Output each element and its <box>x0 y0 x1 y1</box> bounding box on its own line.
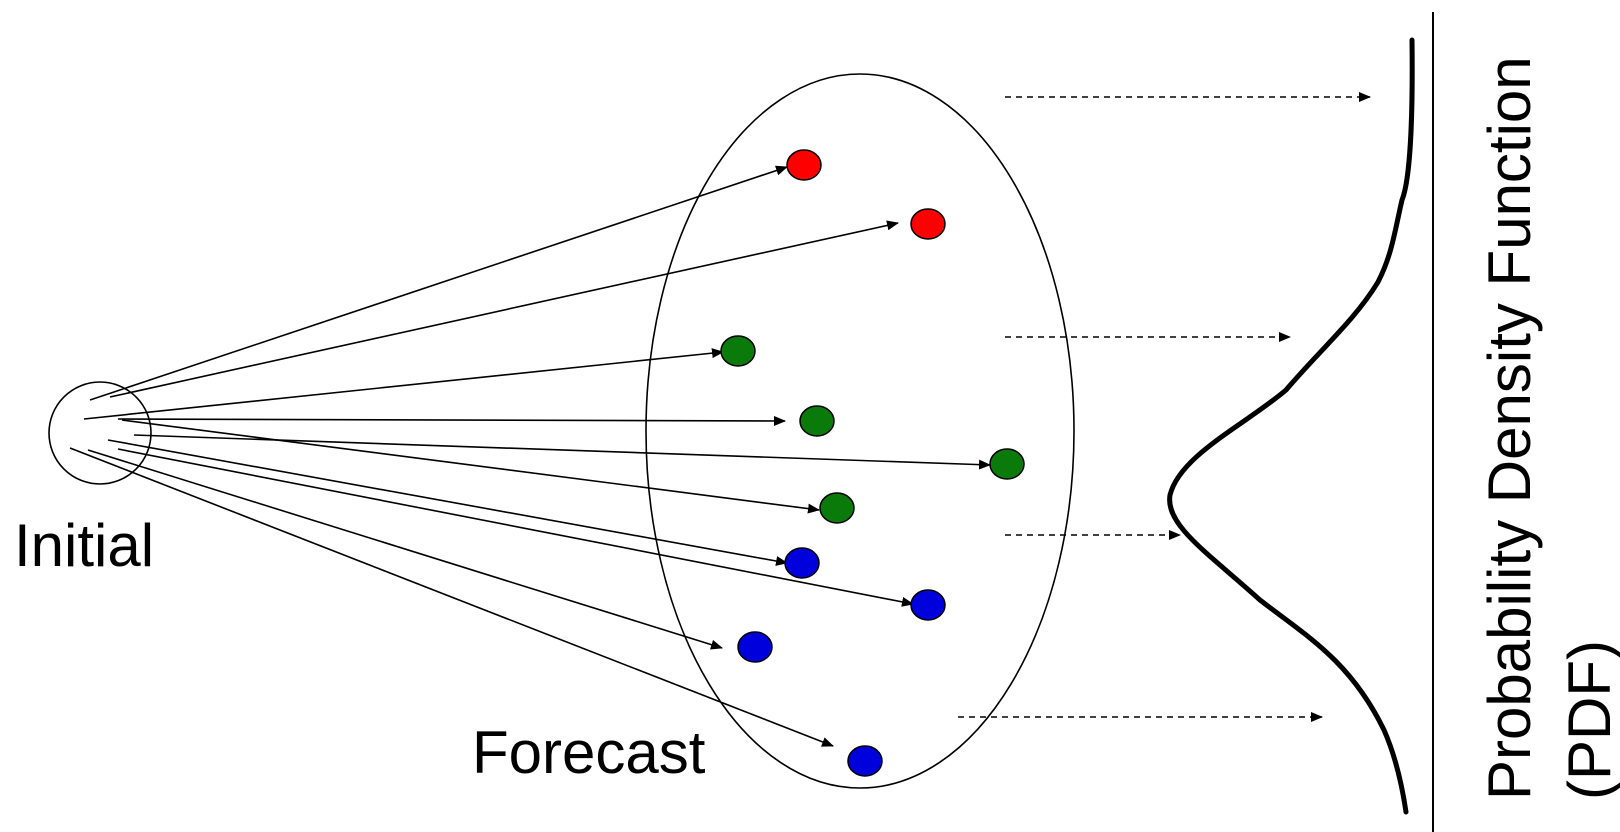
trajectory-arrow <box>109 220 899 398</box>
trajectory-arrow <box>83 348 724 420</box>
initial-label: Initial <box>14 512 154 579</box>
forecast-label: Forecast <box>472 719 706 786</box>
pdf-title-line1: Probability Density Function <box>1476 56 1543 800</box>
trajectory-arrow <box>87 449 723 650</box>
trajectory-arrow <box>117 415 786 426</box>
ensemble-members <box>720 149 1025 777</box>
trajectory-arrow <box>89 165 788 401</box>
pdf-title-line2: (PDF) <box>1556 640 1620 800</box>
initial-state-circle <box>48 381 152 485</box>
ensemble-member-red <box>910 208 946 240</box>
trajectory-arrow <box>117 448 914 607</box>
ensemble-member-red <box>786 149 822 181</box>
ensemble-member-green <box>989 448 1025 480</box>
ensemble-member-green <box>799 405 835 437</box>
trajectory-arrow <box>69 447 834 747</box>
forecast-ensemble-ellipse <box>645 73 1075 789</box>
ensemble-trajectories <box>69 165 991 747</box>
pdf-curve <box>1167 37 1415 815</box>
ensemble-member-blue <box>847 745 883 777</box>
pdf-mapping-arrows <box>958 92 1371 722</box>
trajectory-arrow <box>107 439 788 566</box>
ensemble-member-blue <box>910 589 946 621</box>
ensemble-member-blue <box>784 547 820 579</box>
ensemble-member-green <box>720 335 756 367</box>
trajectory-arrow <box>133 434 991 470</box>
ensemble-member-green <box>819 492 855 524</box>
trajectory-arrow <box>121 419 820 514</box>
ensemble-member-blue <box>737 631 773 663</box>
